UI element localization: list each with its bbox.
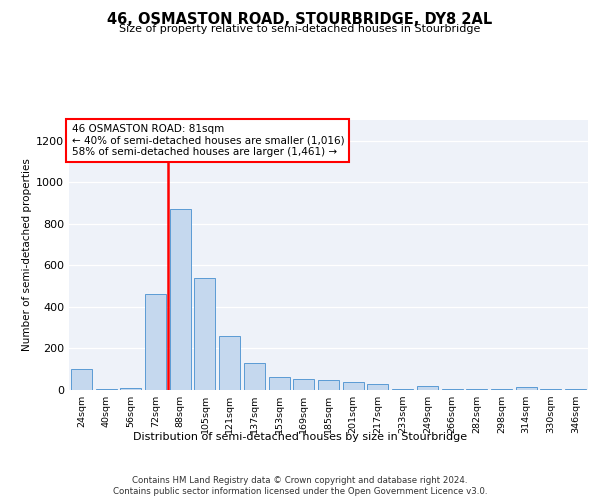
Bar [417, 386, 438, 390]
Bar [120, 388, 141, 390]
Bar [194, 278, 215, 390]
Bar [95, 389, 116, 390]
Bar [293, 378, 314, 390]
Bar [244, 363, 265, 390]
Text: Contains HM Land Registry data © Crown copyright and database right 2024.: Contains HM Land Registry data © Crown c… [132, 476, 468, 485]
Text: 46 OSMASTON ROAD: 81sqm
← 40% of semi-detached houses are smaller (1,016)
58% of: 46 OSMASTON ROAD: 81sqm ← 40% of semi-de… [71, 124, 344, 157]
Bar [516, 387, 537, 390]
Bar [343, 382, 364, 390]
Bar [145, 294, 166, 390]
Text: Contains public sector information licensed under the Open Government Licence v3: Contains public sector information licen… [113, 487, 487, 496]
Bar [269, 376, 290, 390]
Y-axis label: Number of semi-detached properties: Number of semi-detached properties [22, 158, 32, 352]
Bar [170, 210, 191, 390]
Bar [318, 380, 339, 390]
Bar [219, 336, 240, 390]
Bar [367, 384, 388, 390]
Text: Distribution of semi-detached houses by size in Stourbridge: Distribution of semi-detached houses by … [133, 432, 467, 442]
Text: 46, OSMASTON ROAD, STOURBRIDGE, DY8 2AL: 46, OSMASTON ROAD, STOURBRIDGE, DY8 2AL [107, 12, 493, 28]
Bar [71, 369, 92, 390]
Text: Size of property relative to semi-detached houses in Stourbridge: Size of property relative to semi-detach… [119, 24, 481, 34]
